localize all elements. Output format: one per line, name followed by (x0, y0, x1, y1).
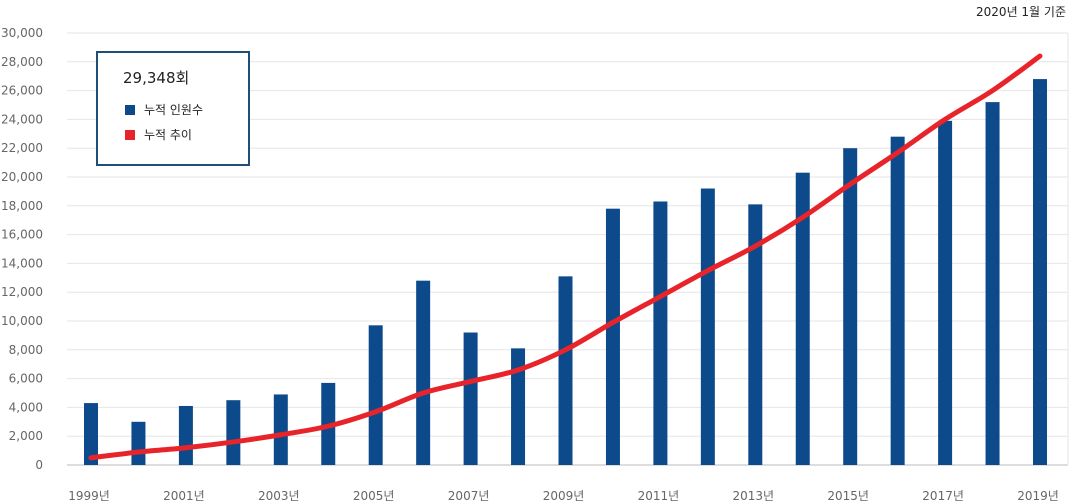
x-tick-label: 2009년 (543, 489, 585, 503)
bar (226, 400, 241, 465)
y-tick-label: 4,000 (9, 400, 43, 414)
y-tick-label: 28,000 (1, 55, 43, 69)
bar (843, 148, 858, 465)
legend-label-line: 누적 추이 (144, 128, 192, 142)
x-axis: 1999년 2001년 2003년 2005년 2007년 2009년 2011년 2013년… (68, 489, 1059, 503)
x-tick-label: 1999년 (68, 489, 110, 503)
y-tick-label: 20,000 (1, 170, 43, 184)
y-tick-label: 8,000 (9, 343, 43, 357)
y-tick-label: 6,000 (9, 372, 43, 386)
y-tick-label: 10,000 (1, 314, 43, 328)
bar (511, 348, 526, 465)
bar (1033, 79, 1047, 465)
bar (795, 172, 810, 465)
x-tick-label: 2015년 (827, 489, 869, 503)
legend-swatch-bar (125, 104, 135, 115)
y-tick-label: 22,000 (1, 141, 43, 155)
date-note: 2020년 1월 기준 (976, 5, 1066, 19)
y-tick-label: 2,000 (9, 429, 43, 443)
x-tick-label: 2001년 (163, 489, 205, 503)
bar (938, 120, 953, 465)
legend-swatch-line (125, 129, 135, 140)
trend-line (88, 53, 1043, 461)
x-tick-label: 2013년 (733, 489, 775, 503)
bar (985, 102, 1000, 466)
x-tick-label: 2011년 (638, 489, 680, 503)
y-tick-label: 14,000 (1, 256, 43, 270)
bar (416, 280, 431, 465)
y-tick-label: 12,000 (1, 285, 43, 299)
x-tick-label: 2005년 (353, 489, 395, 503)
y-tick-label: 24,000 (1, 112, 43, 126)
bar (605, 208, 620, 465)
x-tick-label: 2017년 (922, 489, 964, 503)
y-tick-label: 26,000 (1, 84, 43, 98)
bar (700, 188, 715, 465)
bar (368, 325, 383, 465)
bar (273, 394, 288, 465)
legend-item-line: 누적 추이 (125, 126, 192, 143)
bar (84, 403, 98, 465)
bar (748, 204, 763, 466)
bar (463, 332, 478, 465)
y-tick-label: 16,000 (1, 228, 43, 242)
legend: 29,348회 누적 인원수 누적 추이 (96, 51, 250, 166)
legend-label-bar: 누적 인원수 (144, 103, 204, 117)
legend-item-bar: 누적 인원수 (125, 101, 203, 118)
bar (653, 201, 668, 466)
y-tick-label: 0 (35, 458, 43, 472)
bar (131, 421, 146, 465)
bar (890, 136, 905, 465)
y-axis: 0 2,000 4,000 6,000 8,000 10,000 12,000 14,000 1… (1, 26, 43, 472)
x-tick-label: 2003년 (258, 489, 300, 503)
x-tick-label: 2007년 (448, 489, 490, 503)
x-tick-label: 2019년 (1017, 489, 1059, 503)
legend-total: 29,348회 (123, 69, 190, 87)
y-tick-label: 18,000 (1, 199, 43, 213)
y-tick-label: 30,000 (1, 26, 43, 40)
bar (178, 405, 193, 465)
bar (558, 276, 573, 465)
line-series (88, 53, 1043, 461)
